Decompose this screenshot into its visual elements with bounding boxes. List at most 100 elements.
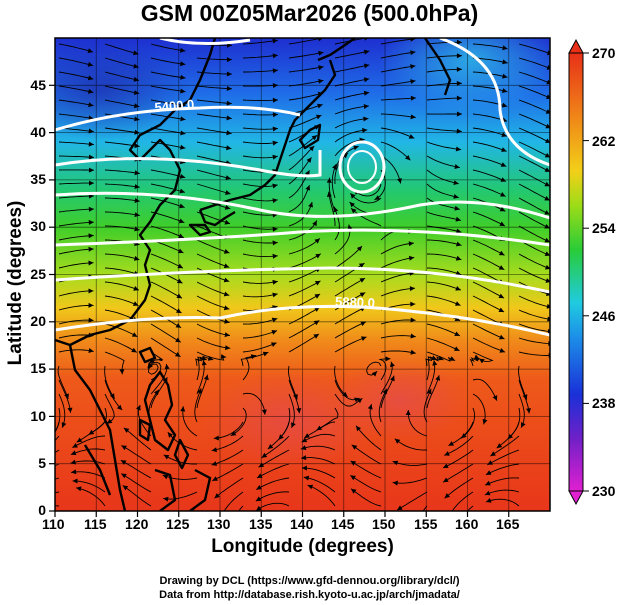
streamline xyxy=(288,66,324,73)
streamline-arrow xyxy=(502,88,508,93)
streamline xyxy=(426,41,462,45)
streamline-arrow xyxy=(359,278,366,283)
streamline xyxy=(196,141,232,150)
streamline-arrow xyxy=(203,374,209,381)
temperature-field xyxy=(55,38,550,511)
streamline-arrow xyxy=(134,226,140,232)
streamline-arrow xyxy=(455,228,462,234)
streamline xyxy=(490,435,520,457)
streamline xyxy=(472,183,506,197)
streamline-arrow xyxy=(272,253,278,259)
streamline xyxy=(58,290,94,297)
streamline-arrow xyxy=(314,307,320,312)
streamline-arrow xyxy=(71,469,77,475)
streamline xyxy=(104,183,140,188)
streamline xyxy=(518,127,550,144)
streamline xyxy=(104,351,125,375)
streamline xyxy=(518,295,550,308)
streamline xyxy=(58,208,94,213)
streamline xyxy=(426,337,460,352)
streamline-arrow xyxy=(271,342,277,347)
streamline xyxy=(150,85,186,93)
streamline-arrow xyxy=(350,475,356,481)
streamline-arrow xyxy=(207,356,214,361)
streamline-arrow xyxy=(443,463,449,468)
streamline-arrow xyxy=(220,354,227,359)
streamline xyxy=(444,477,474,499)
streamline-arrow xyxy=(87,61,94,67)
streamline xyxy=(58,262,94,269)
streamline-arrow xyxy=(175,352,181,357)
streamline xyxy=(518,113,550,129)
streamline xyxy=(196,253,230,268)
streamline-arrow xyxy=(267,444,274,449)
streamline-arrow xyxy=(88,317,94,323)
streamline xyxy=(58,349,94,353)
streamline-arrow xyxy=(326,191,332,197)
streamline xyxy=(104,295,139,307)
streamline-arrow xyxy=(502,73,508,79)
streamline xyxy=(334,78,370,87)
streamline-arrow xyxy=(548,341,550,346)
streamline-arrow xyxy=(76,486,82,492)
streamline-arrow xyxy=(410,50,416,56)
y-tick: 35 xyxy=(30,171,46,187)
streamline xyxy=(484,489,520,496)
streamline-arrow xyxy=(473,354,480,360)
streamline-arrow xyxy=(410,64,416,69)
streamline-arrow xyxy=(499,334,505,340)
streamline xyxy=(288,253,322,269)
streamline-arrow xyxy=(261,409,267,415)
streamline-arrow xyxy=(131,347,137,353)
streamline xyxy=(472,141,507,152)
streamline-arrow xyxy=(303,475,310,481)
streamline xyxy=(288,51,324,59)
streamline-arrow xyxy=(349,202,355,208)
streamline-arrow xyxy=(546,50,550,56)
streamline xyxy=(104,211,140,216)
streamline xyxy=(196,323,230,336)
streamline xyxy=(355,425,382,451)
streamline-arrow xyxy=(315,114,322,120)
streamline-arrow xyxy=(390,375,395,382)
streamline-arrow xyxy=(116,404,123,411)
streamline xyxy=(196,155,232,165)
streamline-arrow xyxy=(363,49,370,55)
streamline-arrow xyxy=(356,425,361,432)
streamline xyxy=(426,295,461,306)
streamline xyxy=(451,491,474,511)
streamline-arrow xyxy=(121,445,127,451)
streamline xyxy=(518,239,550,256)
streamline-arrow xyxy=(367,404,373,410)
x-tick: 145 xyxy=(331,516,355,532)
streamline-arrow xyxy=(501,102,508,108)
streamline-arrow xyxy=(448,441,454,446)
streamline-arrow xyxy=(271,330,277,335)
streamline xyxy=(518,99,550,114)
streamline-arrow xyxy=(311,135,318,141)
streamline xyxy=(58,319,94,325)
streamline-arrow xyxy=(272,97,278,103)
streamline-arrow xyxy=(426,388,432,395)
streamline xyxy=(351,444,382,465)
streamline xyxy=(288,379,300,414)
streamline xyxy=(150,43,186,52)
streamline-arrow xyxy=(88,233,94,239)
streamline-arrow xyxy=(38,444,44,449)
streamline xyxy=(212,463,244,482)
streamline-arrow xyxy=(374,195,381,200)
credit-data: Data from http://database.rish.kyoto-u.a… xyxy=(159,589,460,601)
streamline-arrow xyxy=(410,38,416,42)
streamline-arrow xyxy=(363,90,370,96)
streamline xyxy=(242,141,278,144)
streamline xyxy=(167,431,198,451)
streamline-arrow xyxy=(479,358,485,364)
streamline-arrow xyxy=(301,465,307,471)
streamline-arrow xyxy=(177,248,184,254)
x-tick: 130 xyxy=(207,516,231,532)
streamline xyxy=(162,474,198,480)
colorbar-label: 270 xyxy=(592,45,616,61)
streamline xyxy=(380,242,414,255)
streamline xyxy=(267,421,290,450)
streamline-arrow xyxy=(134,143,140,149)
